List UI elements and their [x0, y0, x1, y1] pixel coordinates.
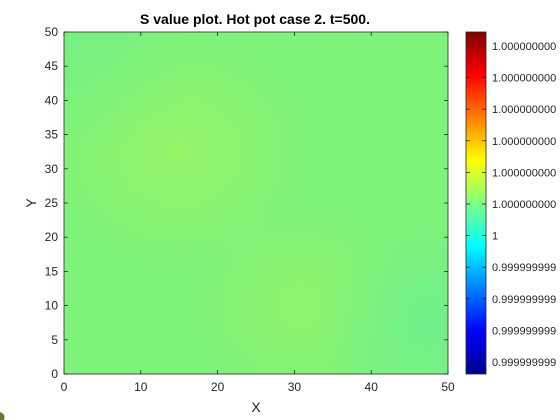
y-tick-label: 5 — [51, 333, 58, 347]
heatmap-field — [64, 32, 448, 374]
colorbar-tick-label: 0.999999999 — [492, 357, 556, 369]
x-tick-label: 10 — [134, 380, 148, 394]
colorbar-tick-label: 1 — [492, 231, 498, 243]
colorbar-tick-label: 1.000000000 — [492, 199, 556, 211]
colorbar-gradient — [465, 31, 487, 375]
y-tick-label: 10 — [45, 299, 59, 313]
x-tick-label: 50 — [441, 380, 455, 394]
y-tick-label: 50 — [45, 25, 59, 39]
y-tick-label: 25 — [45, 196, 59, 210]
y-tick-label: 20 — [45, 230, 59, 244]
colorbar-tick-label: 0.999999999 — [492, 262, 556, 274]
colorbar-tick-label: 0.999999999 — [492, 325, 556, 337]
colorbar: 1.000000000 1.000000000 1.000000000 1.00000… — [465, 31, 556, 375]
colorbar-ticks: 1.000000000 1.000000000 1.000000000 1.00000… — [466, 41, 556, 369]
y-axis: 0 5 10 15 20 25 30 35 40 45 50 — [45, 25, 448, 381]
colorbar-tick-label: 0.999999999 — [492, 294, 556, 306]
y-tick-label: 15 — [45, 264, 59, 278]
x-axis-label: X — [251, 399, 261, 415]
colorbar-tick-label: 1.000000000 — [492, 73, 556, 85]
corner-mark — [0, 412, 5, 420]
y-tick-label: 0 — [51, 367, 58, 381]
x-axis: 0 10 20 30 40 50 — [61, 32, 455, 394]
y-tick-label: 35 — [45, 128, 59, 142]
x-tick-label: 0 — [61, 380, 68, 394]
colorbar-tick-label: 1.000000000 — [492, 104, 556, 116]
y-tick-label: 40 — [45, 93, 59, 107]
y-axis-label: Y — [23, 198, 39, 208]
chart-title: S value plot. Hot pot case 2. t=500. — [140, 11, 370, 27]
colorbar-tick-label: 1.000000000 — [492, 136, 556, 148]
colorbar-tick-label: 1.000000000 — [492, 167, 556, 179]
y-tick-label: 45 — [45, 59, 59, 73]
x-tick-label: 20 — [211, 380, 225, 394]
colorbar-tick-label: 1.000000000 — [492, 41, 556, 53]
x-tick-label: 30 — [288, 380, 302, 394]
heatmap-cool-region — [64, 32, 448, 374]
y-tick-label: 30 — [45, 162, 59, 176]
x-tick-label: 40 — [365, 380, 379, 394]
